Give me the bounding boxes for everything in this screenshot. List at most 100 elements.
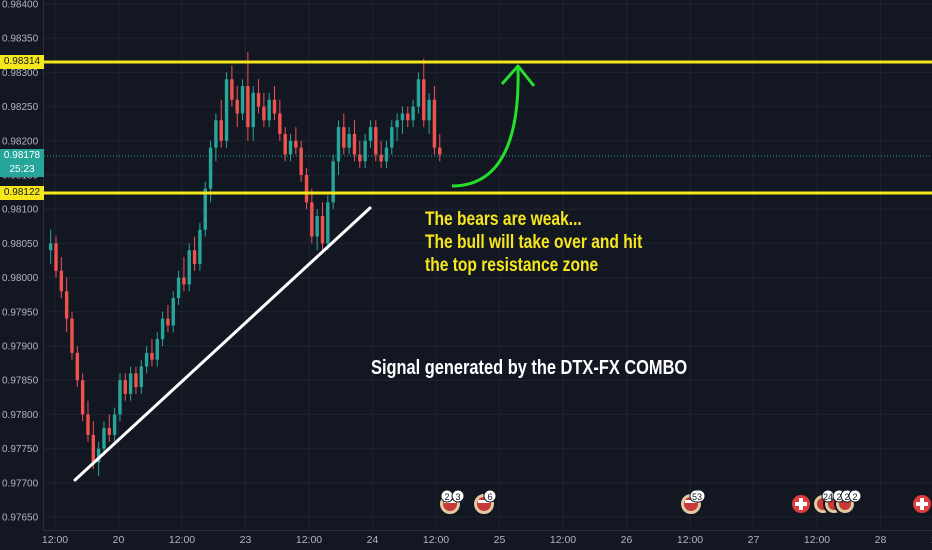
candle xyxy=(155,332,159,367)
y-tick-label: 0.98400 xyxy=(2,0,39,11)
candle xyxy=(128,366,133,401)
candle-body xyxy=(198,229,202,264)
candle-body xyxy=(256,92,261,107)
candle-body xyxy=(374,127,378,155)
event-badge[interactable]: 24 xyxy=(821,489,835,503)
x-tick-label: 23 xyxy=(240,534,252,546)
candle xyxy=(54,236,58,278)
candle xyxy=(374,120,378,162)
candle xyxy=(134,366,138,394)
candle-body xyxy=(150,352,154,360)
candle-body xyxy=(352,133,357,155)
candle-body xyxy=(262,106,266,121)
candle-body xyxy=(123,380,127,394)
candle-body xyxy=(187,250,191,285)
y-tick-label: 0.98050 xyxy=(2,239,39,250)
candle xyxy=(48,229,53,264)
candle xyxy=(86,400,90,442)
x-tick-label: 12:00 xyxy=(296,534,322,546)
candle-body xyxy=(166,318,170,326)
candle xyxy=(214,113,218,162)
candle-body xyxy=(235,99,239,114)
candle-body xyxy=(219,120,223,141)
candle xyxy=(347,127,351,155)
candle xyxy=(112,407,117,442)
candle xyxy=(176,270,181,305)
candle-body xyxy=(294,140,298,148)
candle-body xyxy=(395,120,399,128)
candle-body xyxy=(342,127,346,148)
y-tick-label: 0.98250 xyxy=(2,102,39,113)
candle xyxy=(70,311,74,360)
candle xyxy=(379,140,383,169)
candle xyxy=(272,86,277,121)
x-tick-label: 12:00 xyxy=(931,534,932,546)
candle-body xyxy=(64,291,69,319)
svg-text:2: 2 xyxy=(836,492,841,502)
candle xyxy=(187,243,191,292)
candle xyxy=(363,133,367,169)
candle xyxy=(107,414,111,442)
signal-note: Signal generated by the DTX-FX COMBO xyxy=(371,357,688,379)
candle-body xyxy=(251,92,255,128)
candle-body xyxy=(315,216,319,237)
candle-body xyxy=(272,99,277,114)
candle xyxy=(267,92,271,128)
candle-body xyxy=(128,373,133,394)
candle-body xyxy=(304,175,309,203)
candle-body xyxy=(224,79,229,141)
event-badge[interactable]: 6 xyxy=(483,489,497,503)
candle xyxy=(384,140,389,169)
candle-body xyxy=(422,79,426,121)
candle xyxy=(390,120,394,155)
trendline[interactable] xyxy=(73,206,372,482)
candle xyxy=(262,92,266,128)
candle xyxy=(320,202,325,251)
candle-body xyxy=(134,373,138,388)
candle xyxy=(342,113,346,155)
bullish-arrow[interactable] xyxy=(451,67,520,188)
candle-body xyxy=(96,448,101,463)
candle-body xyxy=(182,277,186,285)
candle-body xyxy=(107,428,111,435)
candle-body xyxy=(416,79,421,107)
candle xyxy=(150,339,154,367)
candle-body xyxy=(144,352,149,367)
candle-body xyxy=(406,113,410,121)
candle-body xyxy=(283,133,287,155)
candle-body xyxy=(70,318,74,353)
candle-body xyxy=(299,147,303,175)
candle xyxy=(240,79,245,121)
x-tick-label: 25 xyxy=(494,534,506,546)
candle-body xyxy=(171,298,175,326)
candle xyxy=(427,92,431,134)
event-badge[interactable]: 53 xyxy=(689,489,706,503)
candle xyxy=(235,86,239,128)
event-icon-red[interactable] xyxy=(790,493,812,515)
candle-body xyxy=(192,250,197,264)
candle xyxy=(352,120,357,162)
y-tick-label: 0.98100 xyxy=(2,205,39,216)
candle xyxy=(432,86,437,155)
y-tick-label: 0.97650 xyxy=(2,513,39,524)
candle xyxy=(80,373,85,422)
candle-body xyxy=(411,106,415,121)
event-badge[interactable]: 2 xyxy=(440,489,454,503)
candle xyxy=(102,421,106,456)
x-tick-label: 12:00 xyxy=(42,534,68,546)
candle-body xyxy=(160,318,165,340)
event-icon-red[interactable] xyxy=(911,493,932,515)
candle-body xyxy=(427,99,431,121)
event-badge[interactable]: 3 xyxy=(451,489,465,503)
x-tick-label: 28 xyxy=(875,534,887,546)
support-price-label: 0.98122 xyxy=(0,186,44,200)
event-badge[interactable]: 2 xyxy=(848,489,862,503)
candle xyxy=(75,346,80,388)
event-icon[interactable] xyxy=(472,492,496,516)
candle xyxy=(219,99,223,148)
x-tick-label: 24 xyxy=(367,534,379,546)
candle-body xyxy=(320,216,325,244)
candle-body xyxy=(155,339,159,360)
candle xyxy=(310,188,314,244)
